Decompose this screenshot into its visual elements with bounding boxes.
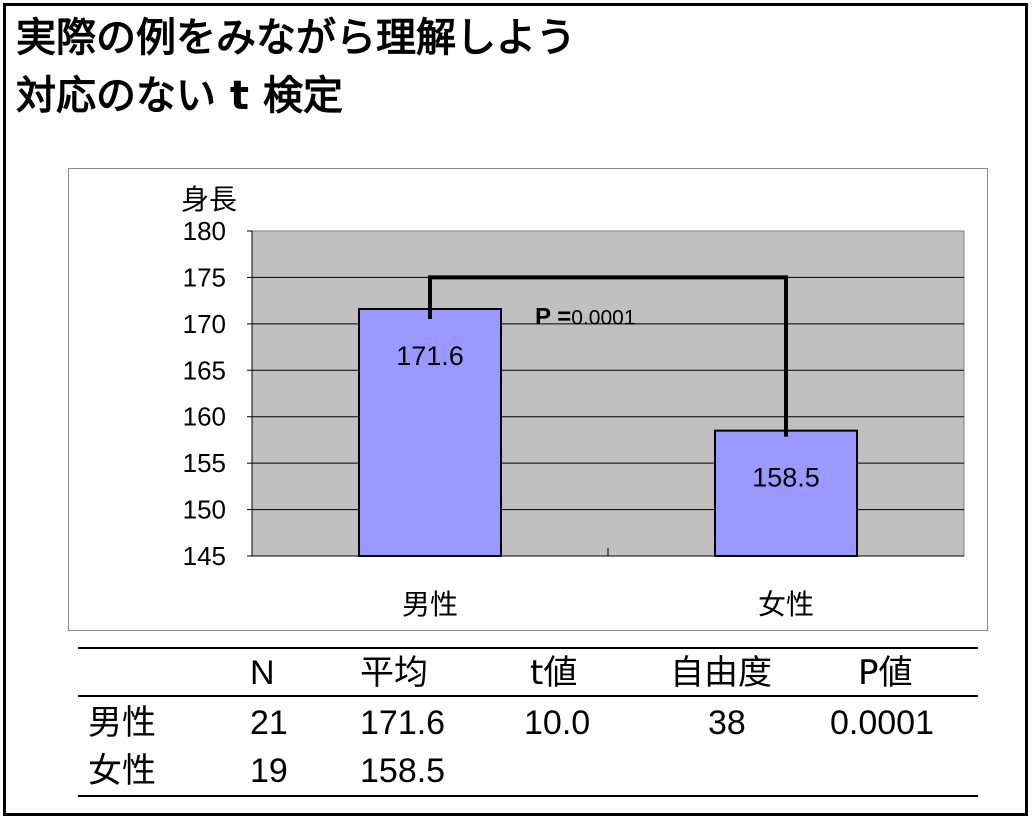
header-p-value: P値: [858, 653, 913, 693]
x-category-label: 女性: [758, 588, 814, 621]
header-t-value: t値: [530, 653, 578, 693]
significance-bracket: [428, 275, 788, 437]
y-tick-label: 155: [183, 448, 226, 478]
y-tick-label: 170: [183, 309, 226, 339]
slide-frame: [3, 3, 1028, 816]
header-mean: 平均: [360, 653, 428, 693]
male-mean: 171.6: [360, 704, 446, 742]
data-label: 158.5: [752, 463, 820, 493]
y-tick-label: 175: [183, 262, 226, 292]
female-mean: 158.5: [360, 752, 446, 790]
male-n: 21: [250, 704, 288, 742]
y-tick-label: 165: [183, 355, 226, 385]
y-axis-label: 身長: [181, 183, 237, 216]
table-bottom-rule: [78, 795, 978, 797]
x-category-label: 男性: [402, 588, 458, 621]
y-tick-label: 145: [183, 541, 226, 571]
p-value: 0.0001: [830, 704, 934, 742]
bar-male: [358, 308, 502, 557]
header-n: N: [250, 654, 275, 692]
y-tick-label: 180: [183, 216, 226, 246]
y-tick-label: 160: [183, 402, 226, 432]
slide-subtitle: 対応のない t 検定: [16, 73, 343, 119]
header-df: 自由度: [670, 653, 772, 693]
p-value-annotation: P =0.0001: [535, 303, 636, 330]
data-label: 171.6: [396, 341, 464, 371]
y-tick-label: 150: [183, 495, 226, 525]
female-n: 19: [250, 752, 288, 790]
degrees-of-freedom: 38: [708, 704, 746, 742]
table-top-rule: [78, 647, 978, 649]
stats-table: N 平均 t値 自由度 P値 男性 21 171.6 10.0 38 0.000…: [78, 647, 978, 797]
chart-container: 180 175 170 165 160 155 150 145 171.6 男性 158.5 女性 P …: [68, 168, 988, 631]
row-label-male: 男性: [88, 703, 156, 743]
bar-chart: 180 175 170 165 160 155 150 145 171.6 男性 158.5 女性 P …: [181, 183, 965, 621]
row-label-female: 女性: [88, 751, 156, 791]
slide-title: 実際の例をみながら理解しよう: [16, 15, 576, 61]
table-header-rule: [78, 695, 978, 697]
t-value: 10.0: [524, 704, 591, 742]
bar-female: [714, 429, 858, 557]
